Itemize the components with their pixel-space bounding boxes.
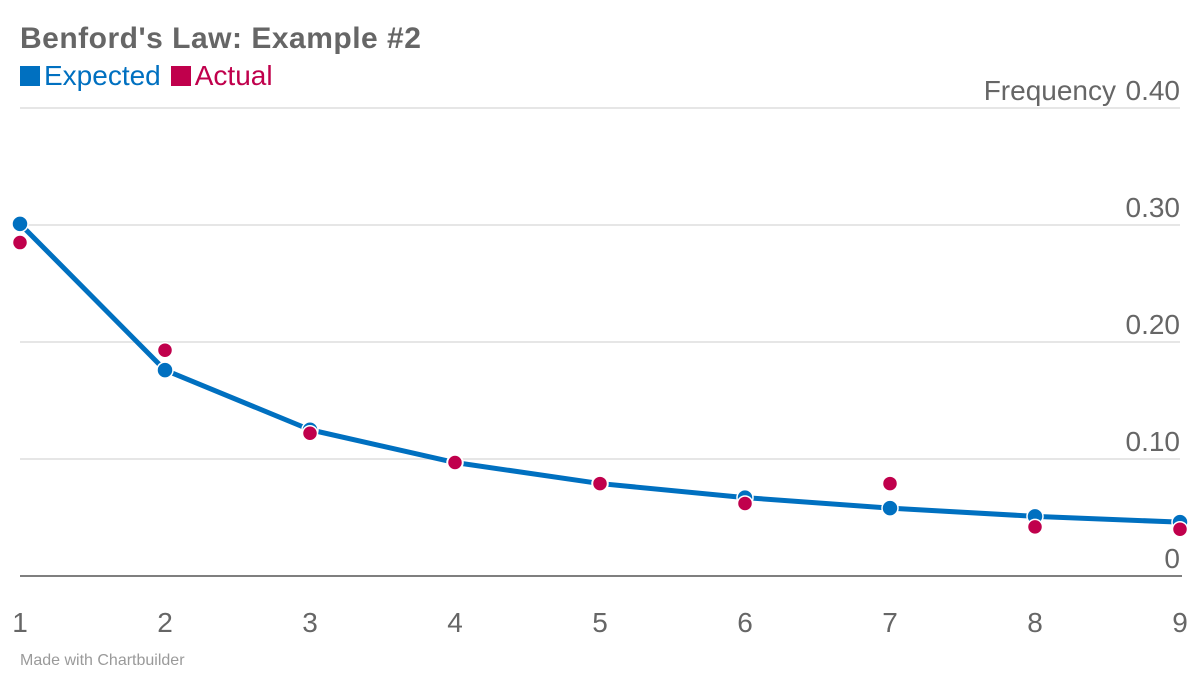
footer-credit: Made with Chartbuilder — [20, 652, 185, 669]
chart-title: Benford's Law: Example #2 — [20, 22, 422, 55]
point-actual — [1026, 518, 1044, 536]
point-actual — [881, 475, 899, 492]
point-actual — [156, 341, 174, 359]
x-tick-label: 3 — [302, 607, 318, 638]
y-tick-label: 0 — [1164, 543, 1180, 574]
y-tick-label: 0.30 — [1126, 192, 1181, 223]
point-expected — [881, 499, 899, 517]
y-axis-label: Frequency — [984, 75, 1116, 106]
x-tick-label: 5 — [592, 607, 608, 638]
x-tick-label: 6 — [737, 607, 753, 638]
point-actual — [301, 425, 319, 442]
legend-swatch-expected — [20, 66, 40, 86]
x-tick-label: 2 — [157, 607, 173, 638]
y-tick-label: 0.40 — [1126, 75, 1181, 106]
x-tick-label: 4 — [447, 607, 463, 638]
point-actual — [1171, 520, 1189, 538]
point-expected — [11, 215, 29, 233]
point-expected — [156, 361, 174, 379]
x-tick-label: 9 — [1172, 607, 1188, 638]
point-actual — [736, 495, 754, 512]
x-tick-label: 7 — [882, 607, 898, 638]
point-actual — [446, 454, 464, 471]
legend-label-actual: Actual — [194, 60, 273, 91]
legend: Expected Actual — [20, 60, 283, 92]
y-tick-label: 0.20 — [1126, 309, 1181, 340]
legend-item-actual: Actual — [170, 60, 273, 92]
point-actual — [591, 475, 609, 492]
legend-item-expected: Expected — [20, 60, 161, 92]
x-tick-label: 1 — [12, 607, 28, 638]
legend-swatch-actual — [170, 66, 191, 86]
legend-label-expected: Expected — [44, 60, 161, 91]
y-tick-label: 0.10 — [1126, 426, 1181, 457]
x-tick-label: 8 — [1027, 607, 1043, 638]
point-actual — [11, 234, 29, 251]
